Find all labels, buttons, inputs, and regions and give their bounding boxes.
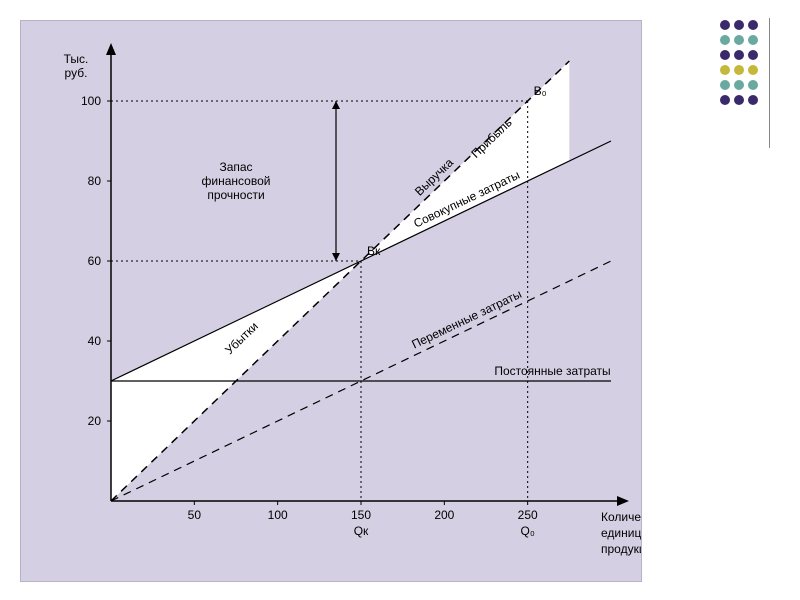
y-tick-label: 100 [81, 94, 101, 108]
x-axis-arrow [617, 496, 629, 506]
x-axis-label-1: Количество [601, 510, 641, 524]
decor-dot-grid [718, 18, 760, 108]
y-axis-arrow [106, 43, 116, 55]
qk-label: Qк [354, 524, 369, 538]
x-tick-label: 150 [351, 508, 371, 522]
x-tick-label: 250 [518, 508, 538, 522]
be-point-label: Bк [367, 244, 381, 258]
decor-dot [748, 80, 758, 90]
decor-divider [769, 18, 770, 148]
decor-dot [748, 65, 758, 75]
x-tick-label: 100 [268, 508, 288, 522]
x-axis-label-3: продукции [601, 542, 641, 556]
q0-label: Q₀ [521, 524, 535, 538]
decor-dot [748, 20, 758, 30]
decor-dot [734, 50, 744, 60]
safety-label-1: Запас [219, 160, 252, 174]
breakeven-chart: 20 40 60 80 100 50 100 150 200 250 Тыс.руб. Количес… [21, 21, 641, 581]
decor-dot [748, 50, 758, 60]
decor-dot [734, 65, 744, 75]
decor-dot [748, 95, 758, 105]
decor-dot [720, 35, 730, 45]
safety-arrowhead-bot [332, 253, 340, 261]
y-tick-label: 80 [88, 174, 102, 188]
decor-row [718, 63, 760, 78]
b0-point-label: B₀ [534, 84, 547, 98]
decor-dot [720, 80, 730, 90]
x-axis-label-2: единиц [601, 526, 641, 540]
variable-cost-label: Переменные затраты [410, 287, 524, 352]
chart-background: 20 40 60 80 100 50 100 150 200 250 Тыс.руб. Количес… [20, 20, 642, 582]
y-axis-label-1: Тыс. [64, 52, 89, 66]
decor-row [718, 93, 760, 108]
x-tick-label: 200 [434, 508, 454, 522]
decor-dot [720, 95, 730, 105]
decor-row [718, 48, 760, 63]
decor-row [718, 18, 760, 33]
decor-dot [748, 35, 758, 45]
decor-dot [720, 65, 730, 75]
fixed-cost-label: Постоянные затраты [494, 364, 610, 378]
x-tick-label: 50 [188, 508, 202, 522]
decor-dot [734, 20, 744, 30]
y-axis-label-2: руб. [65, 66, 88, 80]
safety-label-3: прочности [207, 188, 264, 202]
decor-row [718, 78, 760, 93]
decor-dot [734, 80, 744, 90]
decor-dot [720, 20, 730, 30]
decor-dot [720, 50, 730, 60]
safety-arrowhead-top [332, 101, 340, 109]
y-tick-label: 20 [88, 414, 102, 428]
y-tick-label: 40 [88, 334, 102, 348]
safety-label-2: финансовой [202, 174, 271, 188]
decor-dot [734, 35, 744, 45]
y-tick-label: 60 [88, 254, 102, 268]
decor-row [718, 33, 760, 48]
decor-dot [734, 95, 744, 105]
